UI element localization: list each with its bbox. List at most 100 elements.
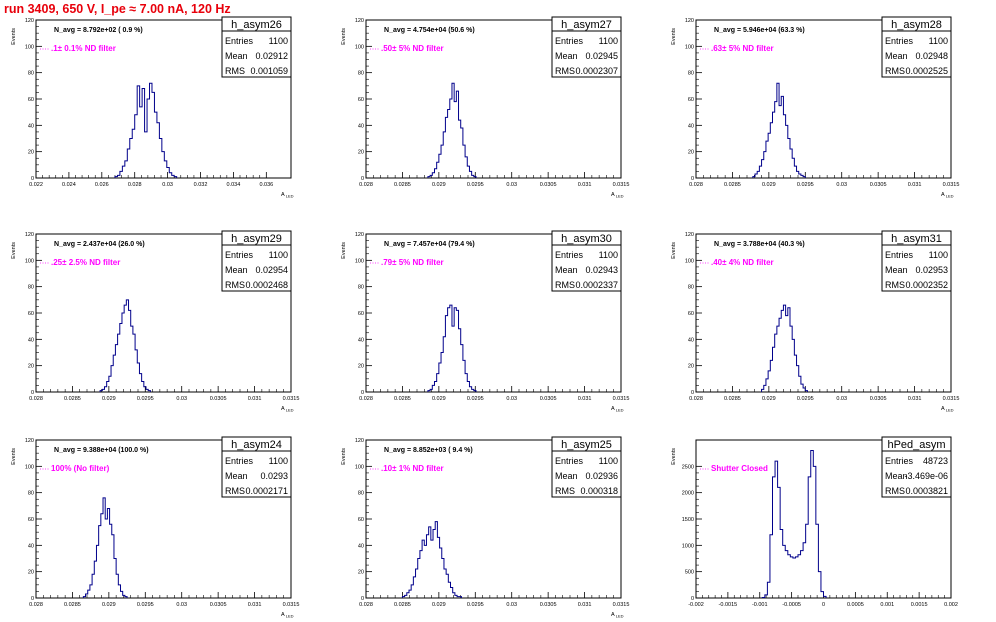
stats-box (221, 436, 292, 498)
x-tick-label: 0.0315 (283, 396, 300, 402)
stat-value-rms: 0.0003821 (905, 486, 948, 496)
stats-box (881, 16, 952, 78)
y-tick-label: 0 (691, 596, 694, 602)
stat-value-mean: -3.469e-06 (904, 471, 948, 481)
stat-label-mean: Mean (555, 471, 578, 481)
stat-label-rms: RMS (885, 486, 905, 496)
filter-annotation: .63± 5% ND filter (711, 44, 774, 53)
y-tick-label: 60 (28, 517, 34, 523)
x-tick-label: 0.0285 (394, 396, 411, 402)
y-axis-title: Events (341, 448, 347, 465)
x-tick-label: 0.03 (506, 396, 517, 402)
stat-label-rms: RMS (885, 66, 905, 76)
y-tick-label: 100 (355, 464, 364, 470)
y-tick-label: 60 (688, 311, 694, 317)
y-tick-label: 100 (355, 44, 364, 50)
y-tick-label: 20 (688, 150, 694, 156)
x-tick-label: 0.031 (908, 182, 922, 188)
stats-box (551, 230, 622, 292)
stat-value-rms: 0.0002468 (245, 280, 288, 290)
x-tick-label: 0.032 (194, 182, 208, 188)
filter-annotation: .79± 5% ND filter (381, 258, 444, 267)
y-tick-label: 60 (28, 97, 34, 103)
y-tick-label: 80 (688, 285, 694, 291)
y-axis-title: Events (11, 28, 17, 45)
y-tick-label: 0 (361, 596, 364, 602)
stat-value-entries: 1100 (269, 456, 288, 466)
y-tick-label: 80 (688, 71, 694, 77)
y-axis-title: Events (671, 448, 677, 465)
stat-value-mean: 0.02943 (585, 265, 618, 275)
x-tick-label: 0.03 (162, 182, 173, 188)
y-tick-label: 0 (31, 390, 34, 396)
y-tick-label: 20 (358, 364, 364, 370)
x-tick-label: 0.026 (95, 182, 109, 188)
histogram-name: h_asym29 (231, 233, 282, 245)
x-tick-label: 0.028 (359, 602, 373, 608)
x-axis-title: A LED (611, 406, 624, 413)
x-axis-title: A LED (281, 192, 294, 199)
stat-label-entries: Entries (225, 456, 254, 466)
stat-label-mean: Mean (555, 51, 578, 61)
y-tick-label: 60 (358, 517, 364, 523)
histogram-line (114, 82, 178, 178)
x-tick-label: 0.0315 (613, 182, 630, 188)
y-tick-label: 120 (25, 18, 34, 24)
x-tick-label: -0.0005 (782, 602, 801, 608)
x-tick-label: 0.0295 (797, 396, 814, 402)
panel-h_asym30: 0 20 40 60 80 100 120 0.028 0.0285 0.029 0.0295 0.0… (341, 230, 629, 413)
y-tick-label: 100 (685, 258, 694, 264)
x-tick-label: 0.0305 (870, 396, 887, 402)
histogram-line (427, 304, 477, 392)
y-tick-label: 120 (685, 18, 694, 24)
y-tick-label: 120 (25, 232, 34, 238)
stat-value-rms: 0.000318 (580, 486, 618, 496)
histogram-name: h_asym30 (561, 233, 612, 245)
y-tick-label: 120 (355, 18, 364, 24)
y-axis-title: Events (671, 28, 677, 45)
histogram-name: h_asym27 (561, 19, 612, 31)
stat-label-mean: Mean (225, 265, 248, 275)
y-axis-title: Events (11, 242, 17, 259)
x-tick-label: 0.028 (29, 602, 43, 608)
panel-h_asym27: 0 20 40 60 80 100 120 0.028 0.0285 0.029 0.0295 0.0… (341, 16, 630, 199)
stat-value-mean: 0.02948 (915, 51, 948, 61)
y-tick-label: 0 (691, 390, 694, 396)
stat-value-mean: 0.0293 (260, 471, 288, 481)
x-tick-label: 0.022 (29, 182, 43, 188)
y-tick-label: 40 (28, 543, 34, 549)
x-tick-label: 0.03 (506, 602, 517, 608)
x-tick-label: 0.03 (176, 602, 187, 608)
stat-value-entries: 1100 (929, 36, 948, 46)
x-tick-label: 0.028 (128, 182, 142, 188)
x-axis-title: A LED (611, 192, 624, 199)
stat-value-rms: 0.0002352 (905, 280, 948, 290)
x-tick-label: 0.0315 (613, 602, 630, 608)
stat-value-entries: 1100 (269, 36, 288, 46)
x-tick-label: 0.0315 (283, 602, 300, 608)
x-tick-label: -0.0015 (719, 602, 738, 608)
stat-value-rms: 0.0002171 (245, 486, 288, 496)
y-tick-label: 0 (31, 176, 34, 182)
y-tick-label: 40 (688, 123, 694, 129)
stat-label-mean: Mean (885, 265, 908, 275)
histogram-line (82, 497, 128, 598)
panel-h_asym26: 0 20 40 60 80 100 120 0.022 0.024 0.026 0.028 0.03 0… (11, 16, 294, 199)
navg-label: N_avg = 7.457e+04 (79.4 %) (384, 241, 475, 248)
histogram-name: h_asym28 (891, 19, 942, 31)
x-tick-label: 0.0295 (467, 396, 484, 402)
stat-label-rms: RMS (225, 486, 245, 496)
x-tick-label: 0.0285 (724, 396, 741, 402)
x-tick-label: 0.028 (29, 396, 43, 402)
histogram-name: hPed_asym (887, 439, 945, 451)
histogram-line (99, 299, 151, 392)
panel-h_asym25: 0 20 40 60 80 100 120 0.028 0.0285 0.029 0.0295 0.0… (341, 436, 630, 619)
x-tick-label: 0.002 (944, 602, 958, 608)
x-tick-label: 0.0305 (210, 396, 227, 402)
navg-label: N_avg = 9.388e+04 (100.0 %) (54, 447, 149, 454)
y-tick-label: 20 (28, 150, 34, 156)
stat-label-rms: RMS (555, 486, 575, 496)
x-tick-label: 0.0295 (137, 396, 154, 402)
stat-label-entries: Entries (225, 250, 254, 260)
stat-label-entries: Entries (555, 250, 584, 260)
